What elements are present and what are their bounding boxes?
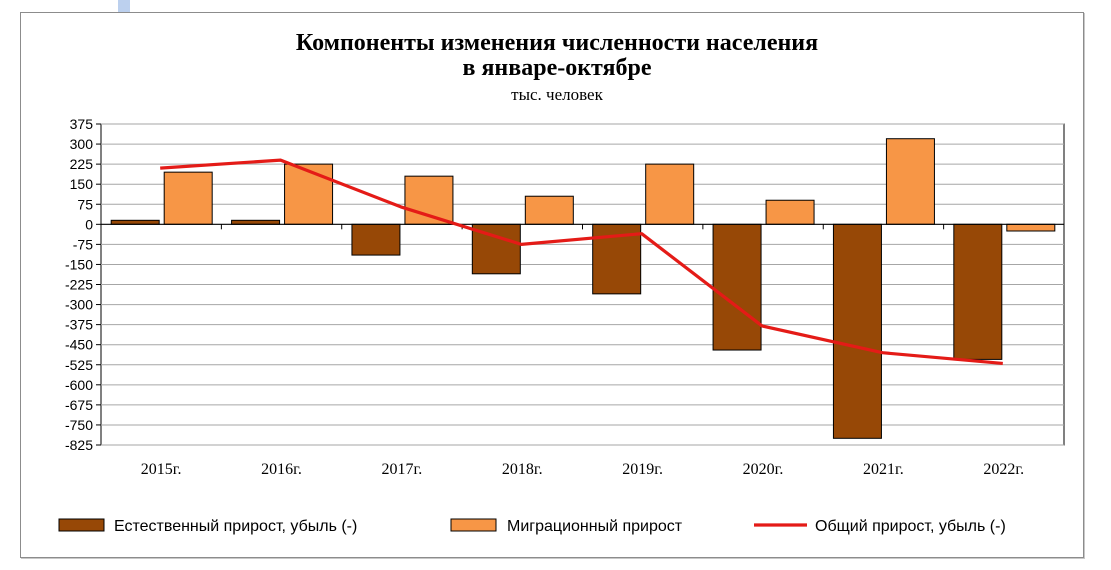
migration-growth-bar [1006,223,1056,232]
y-tick-label: -75 [73,236,93,252]
y-tick-label: 225 [70,156,94,172]
migration-growth-bar [524,195,574,225]
y-tick-label: 375 [70,116,94,132]
natural-growth-bar [351,223,401,256]
x-tick-labels: 2015г. 2016г. 2017г. 2018г. 2019г. 2020г. 2021… [141,461,1024,478]
total-line-layer [160,158,1003,366]
y-tick-label: -375 [65,317,93,333]
legend-label-total: Общий прирост, убыль (-) [815,518,1006,535]
x-tick-label: 2022г. [983,461,1024,478]
chart-title-line-2: в январе-октябре [462,55,651,81]
y-tick-label: -600 [65,377,93,393]
y-tick-label: -675 [65,397,93,413]
natural-growth-bar [712,223,762,351]
y-tick-label: -525 [65,357,93,373]
y-tick-label: 150 [70,176,94,192]
chart-title-line-1: Компоненты изменения численности населен… [296,30,818,56]
x-tick-label: 2015г. [141,461,182,478]
y-tick-labels: 375 300 225 150 75 0 -75 -150 -225 -300 -375 -450 -5… [65,116,93,453]
y-tick-label: -825 [65,437,93,453]
y-tick-label: -225 [65,277,93,293]
natural-growth-bar [953,223,1003,360]
migration-growth-bar [765,199,815,225]
y-tick-label: -450 [65,337,93,353]
x-tick-label: 2017г. [382,461,423,478]
legend-swatch-natural [58,518,105,532]
legend-label-migration: Миграционный прирост [507,518,683,535]
migration-growth-bar [645,163,695,225]
gridlines [96,123,1064,446]
y-tick-label: 0 [85,216,93,232]
y-tick-label: 75 [77,196,93,212]
legend: Естественный прирост, убыль (-) Миграцион… [58,518,1006,535]
x-tick-label: 2019г. [622,461,663,478]
natural-growth-bar [231,219,281,225]
x-tick-label: 2020г. [743,461,784,478]
chart-subtitle: тыс. человек [511,85,603,104]
migration-growth-bar [163,171,213,225]
legend-label-natural: Естественный прирост, убыль (-) [114,518,357,535]
x-tick-label: 2018г. [502,461,543,478]
legend-swatch-migration [450,518,497,532]
x-tick-label: 2021г. [863,461,904,478]
y-tick-label: 300 [70,136,94,152]
x-tick-label: 2016г. [261,461,302,478]
bars [110,138,1056,439]
y-tick-label: -300 [65,297,93,313]
y-tick-label: -750 [65,417,93,433]
accent-bar [118,0,130,14]
migration-growth-bar [885,138,935,225]
natural-growth-bar [832,223,882,439]
natural-growth-bar [110,219,160,225]
y-tick-label: -150 [65,256,93,272]
total-growth-line [160,158,1003,366]
migration-growth-bar [284,163,334,225]
